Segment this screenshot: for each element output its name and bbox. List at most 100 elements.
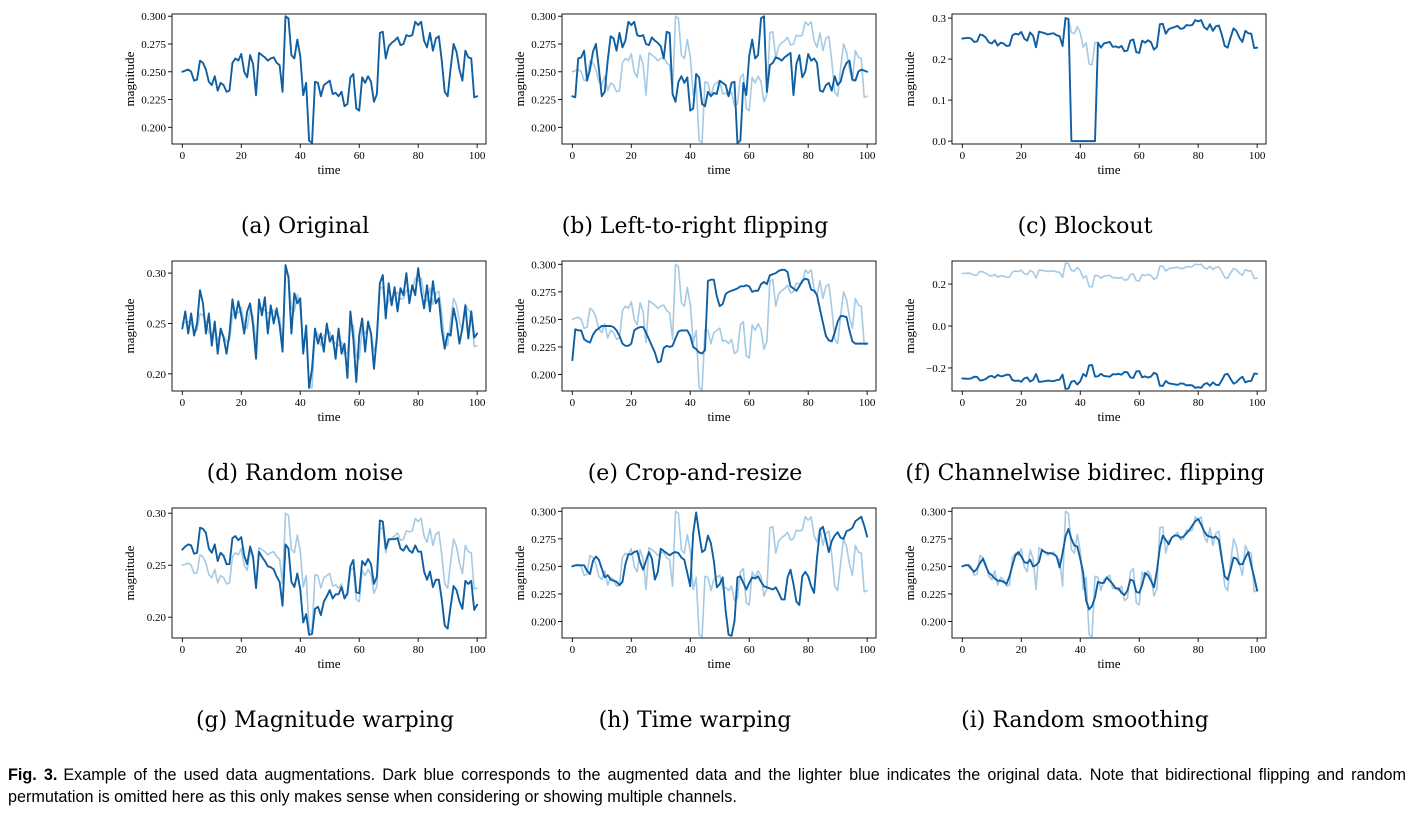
y-tick-label: 0.1: [932, 95, 946, 107]
x-axis-label: time: [317, 162, 340, 177]
x-tick-label: 40: [1075, 644, 1087, 656]
y-tick-label: 0.200: [531, 369, 556, 381]
x-tick-label: 0: [960, 644, 966, 656]
x-tick-label: 40: [685, 644, 697, 656]
subcaption-a: (a) Original: [240, 214, 370, 239]
x-tick-label: 20: [236, 644, 248, 656]
y-tick-label: 0.225: [531, 342, 556, 354]
subcaption-b: (b) Left-to-right flipping: [561, 214, 829, 239]
x-tick-label: 40: [685, 397, 697, 409]
y-tick-label: 0.275: [531, 39, 556, 51]
y-tick-label: 0.300: [531, 506, 556, 518]
y-axis-label: magnitude: [122, 51, 137, 106]
subplot-g: 0 20 40 60 80 100 0.20 0.25 0.30 time magnitude: [120, 504, 490, 679]
y-axis-label: magnitude: [512, 51, 527, 106]
x-tick-label: 80: [803, 644, 815, 656]
x-tick-label: 20: [1016, 644, 1028, 656]
x-tick-label: 100: [469, 644, 486, 656]
x-tick-label: 0: [570, 644, 576, 656]
y-tick-label: 0.250: [921, 561, 946, 573]
original-series-line: [181, 512, 478, 633]
original-series-line: [961, 510, 1258, 638]
axes-frame: [951, 13, 1267, 145]
x-tick-label: 60: [1134, 150, 1146, 162]
x-tick-label: 100: [1249, 150, 1266, 162]
x-tick-label: 40: [295, 644, 307, 656]
x-axis-label: time: [1097, 656, 1120, 671]
x-tick-label: 20: [1016, 397, 1028, 409]
y-tick-label: 0.200: [531, 616, 556, 628]
y-axis-label: magnitude: [902, 51, 917, 106]
x-tick-label: 60: [354, 397, 366, 409]
y-axis-label: magnitude: [512, 298, 527, 353]
y-tick-label: 0.200: [141, 122, 166, 134]
x-tick-label: 0: [180, 644, 186, 656]
caption-text: Example of the used data augmentations. …: [8, 766, 1406, 806]
y-tick-label: 0.275: [531, 287, 556, 299]
subcaption-f: (f) Channelwise bidirec. flipping: [905, 461, 1265, 486]
y-tick-label: 0.250: [531, 67, 556, 79]
augmented-series-line: [961, 518, 1259, 611]
plot-svg: 0 20 40 60 80 100 −0.2 0.0 0.2 time magnitude: [902, 260, 1267, 424]
x-tick-label: 0: [960, 397, 966, 409]
x-tick-label: 60: [1134, 397, 1146, 409]
x-tick-label: 0: [570, 150, 576, 162]
x-axis-label: time: [317, 656, 340, 671]
x-axis-label: time: [317, 409, 340, 424]
x-axis-label: time: [1097, 409, 1120, 424]
augmented-series-line: [961, 17, 1259, 143]
y-tick-label: 0.2: [932, 54, 946, 66]
axes-frame: [561, 260, 877, 392]
y-tick-label: 0.275: [141, 39, 166, 51]
y-tick-label: 0.200: [921, 616, 946, 628]
axes-frame: [171, 260, 487, 392]
x-axis-label: time: [707, 409, 730, 424]
x-tick-label: 80: [413, 150, 425, 162]
y-tick-label: 0.250: [531, 314, 556, 326]
x-axis-label: time: [707, 656, 730, 671]
subcaption-g: (g) Magnitude warping: [195, 708, 455, 733]
subplot-b: 0 20 40 60 80 100 0.200 0.225 0.250 0.275 0.300 tim…: [510, 10, 880, 185]
x-tick-label: 20: [236, 397, 248, 409]
plot-svg: 0 20 40 60 80 100 0.20 0.25 0.30 time magnitude: [122, 507, 487, 671]
y-tick-label: 0.275: [531, 534, 556, 546]
augmented-series-line: [181, 519, 479, 636]
y-tick-label: 0.300: [531, 11, 556, 23]
y-tick-label: 0.2: [932, 279, 946, 291]
x-tick-label: 20: [626, 644, 638, 656]
x-tick-label: 0: [180, 150, 186, 162]
y-tick-label: 0.30: [147, 268, 167, 280]
plot-svg: 0 20 40 60 80 100 0.200 0.225 0.250 0.275 0.300 tim…: [512, 11, 877, 177]
x-tick-label: 80: [413, 644, 425, 656]
x-tick-label: 0: [960, 150, 966, 162]
x-tick-label: 100: [859, 644, 876, 656]
plot-svg: 0 20 40 60 80 100 0.200 0.225 0.250 0.275 0.300 tim…: [512, 506, 877, 671]
y-axis-label: magnitude: [902, 545, 917, 600]
subplot-h: 0 20 40 60 80 100 0.200 0.225 0.250 0.275 0.300 tim…: [510, 504, 880, 679]
x-tick-label: 100: [469, 397, 486, 409]
x-tick-label: 80: [413, 397, 425, 409]
original-series-line: [571, 263, 868, 391]
subcaption-i: (i) Random smoothing: [961, 708, 1209, 733]
y-tick-label: 0.225: [531, 95, 556, 107]
subplot-f: 0 20 40 60 80 100 −0.2 0.0 0.2 time magnitude: [900, 257, 1270, 432]
x-tick-label: 20: [236, 150, 248, 162]
x-tick-label: 100: [469, 150, 486, 162]
y-tick-label: 0.20: [147, 612, 167, 624]
y-axis-label: magnitude: [122, 298, 137, 353]
x-tick-label: 80: [1193, 150, 1205, 162]
plot-svg: 0 20 40 60 80 100 0.200 0.225 0.250 0.275 0.300 tim…: [902, 506, 1267, 671]
x-tick-label: 40: [685, 150, 697, 162]
x-tick-label: 40: [295, 150, 307, 162]
x-tick-label: 40: [295, 397, 307, 409]
x-tick-label: 60: [354, 644, 366, 656]
x-tick-label: 80: [803, 397, 815, 409]
plot-svg: 0 20 40 60 80 100 0.0 0.1 0.2 0.3 time magnitude: [902, 13, 1267, 177]
y-tick-label: 0.0: [932, 136, 946, 148]
x-tick-label: 80: [1193, 644, 1205, 656]
y-tick-label: 0.225: [141, 95, 166, 107]
y-tick-label: 0.3: [932, 13, 946, 25]
y-tick-label: 0.250: [141, 67, 166, 79]
axes-frame: [171, 507, 487, 639]
x-tick-label: 100: [859, 150, 876, 162]
